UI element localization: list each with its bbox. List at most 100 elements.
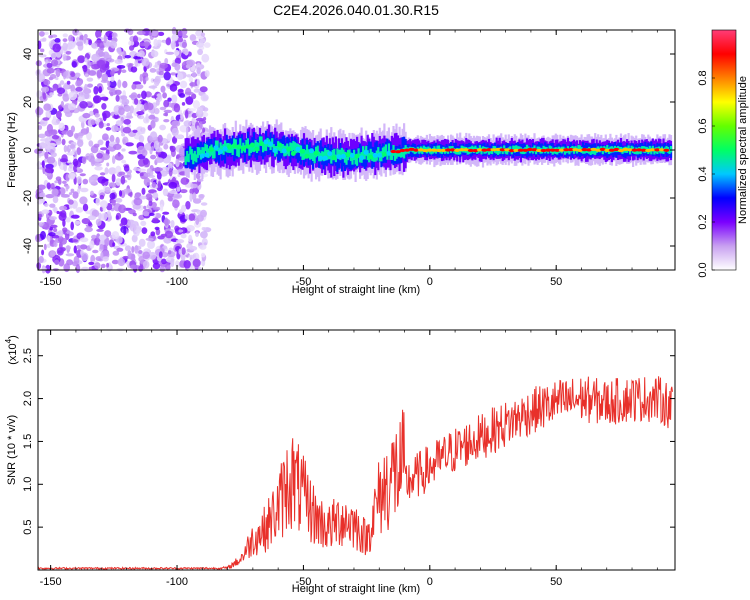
spectrogram-cell [146,168,152,175]
spectrogram-cell [164,58,169,65]
spectrogram-cell [38,54,47,58]
spectrogram-cell [87,215,97,221]
spectrogram-cell [53,241,58,248]
spectrogram-cell [150,154,157,160]
spectrogram-cell [202,147,205,155]
spectrogram-cell [440,148,447,152]
spectrogram-cell [44,140,51,150]
spectrogram-cell [188,254,196,258]
spectrogram-cell [201,147,204,157]
spectrogram-cell [124,105,131,112]
spectrogram-cell [55,176,62,181]
spectrogram-cell [99,244,104,250]
spectrogram-cell [65,245,71,251]
spectrogram-cell [193,88,201,93]
y-tick-label: 0.5 [22,519,34,534]
spectrogram-cell [102,256,109,262]
spectrogram-cell [268,141,274,147]
spectrogram-cell [325,149,328,161]
spectrogram-cell [70,72,76,77]
spectrogram-cell [54,38,61,43]
spectrogram-cell [123,28,131,33]
spectrogram-cell [44,151,49,159]
spectrogram-cell [257,142,260,151]
spectrogram-cell [115,178,122,186]
spectrogram-cell [224,142,227,164]
spectrogram-ticks: -150 -100 -50 0 50 -40 -20 0 20 40 [22,30,675,288]
spectrogram-cell [603,146,606,157]
spectrogram-cell [111,231,120,240]
spectrogram-cell [403,147,406,159]
spectrogram-cell [435,148,442,153]
spectrogram-cell [41,249,45,256]
spectrogram-cell [192,153,195,165]
spectrogram-cell [148,251,157,260]
spectrogram-cell [98,86,103,94]
spectrogram-cell [53,206,58,213]
spectrogram-cell [336,148,339,157]
spectrogram-cell [191,192,197,201]
spectrogram-cell [73,133,79,139]
spectrogram-cell [137,115,145,120]
spectrogram-cell [145,113,149,123]
spectrogram-cell [43,243,47,251]
spectrogram-cell [159,124,167,131]
spectrogram-cell [319,140,322,162]
spectrogram-cell [79,237,89,243]
snr-frame [37,329,676,571]
spectrogram-cell [476,148,483,152]
spectrogram-cell [189,82,198,87]
spectrogram-cell [79,173,86,177]
spectrogram-cell [239,138,242,148]
x-tick-label: -150 [40,276,62,288]
spectrogram-cell [41,209,50,214]
spectrogram-cell [62,42,68,52]
spectrogram-cell [50,250,56,257]
spectrogram-cell [115,94,120,102]
spectrogram-cell [204,70,210,78]
spectrogram-cell [49,203,56,208]
spectrogram-cell [299,148,305,154]
spectrogram-cell [84,226,93,233]
spectrogram-cell [165,51,175,55]
spectrogram-cell [159,204,164,212]
spectrogram-cell [158,142,164,146]
spectrogram-cell [79,187,89,193]
spectrogram-cell [154,212,162,219]
spectrogram-cell [142,260,150,269]
spectrogram-cell [150,78,155,83]
spectrogram-cell [129,105,135,114]
spectrogram-cell [590,147,597,151]
spectrogram-cell [141,187,146,195]
spectrogram-cell [202,127,206,133]
spectrogram-cell [240,134,243,152]
spectrogram-cell [204,143,207,162]
spectrogram-cell [368,141,371,159]
spectrogram-cell [592,148,595,155]
spectrogram-cell [62,93,70,102]
spectrogram-cell [499,148,506,152]
spectrogram-cell [195,154,198,163]
spectrogram-cell [262,142,265,153]
spectrogram-cell [309,148,314,154]
spectrogram-cell [105,41,113,47]
spectrogram-cell [189,146,192,155]
svg-text:(x104): (x104) [4,335,19,365]
spectrogram-cell [368,154,374,160]
spectrogram-cell [56,87,66,94]
spectrogram-cell [138,135,145,143]
spectrogram-cell [41,86,50,93]
spectrogram-cell [123,165,130,172]
spectrogram-cell [59,80,65,85]
snr-panel: -150 -100 -50 0 50 0.5 1.0 1.5 2.0 2.5 Height of … [4,329,676,595]
spectrogram-cell [163,119,170,123]
spectrogram-cell [100,96,109,101]
spectrogram-cell [190,149,193,160]
snr-scale-suffix: ) [7,335,19,339]
spectrogram-cell [233,139,236,162]
spectrogram-cell [70,214,80,219]
spectrogram-cell [393,150,397,161]
spectrogram-cell [290,151,296,156]
spectrogram-cell [111,125,119,133]
spectrogram-cell [83,34,87,44]
